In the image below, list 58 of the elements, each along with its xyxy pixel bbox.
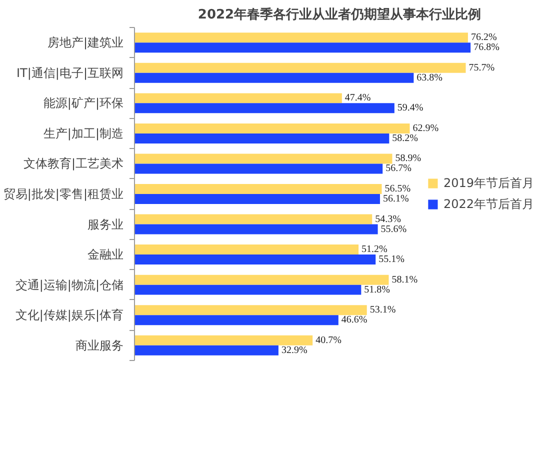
y-tick-label: 生产|加工|制造 [43,126,124,140]
data-label: 51.2% [362,244,388,256]
bar [134,72,414,83]
data-label: 56.5% [384,184,411,195]
y-tick-label: 商业服务 [76,338,124,352]
data-label: 47.4% [344,92,371,104]
bar [134,315,338,326]
bar [134,184,382,194]
y-tick-label: 贸易|批发|零售|租赁业 [3,187,124,201]
data-label: 75.7% [468,62,495,74]
bar [134,133,390,144]
y-tick-label: 能源|矿产|环保 [43,96,124,110]
bar [134,254,376,265]
bar [134,42,471,53]
legend-label: 2019年节后首月 [443,174,534,192]
data-label: 58.9% [395,153,422,164]
bar [134,123,410,134]
bar [134,224,378,234]
bar [134,345,278,356]
y-tick-label: 交通|运输|物流|仓储 [15,278,124,292]
legend-label: 2022年节后首月 [443,196,534,212]
data-label: 55.6% [380,224,407,235]
data-label: 58.2% [392,132,418,144]
data-label: 59.4% [397,102,424,114]
data-label: 32.9% [281,344,308,356]
y-tick-label: IT|通信|电子|互联网 [16,66,124,80]
bar [134,305,367,316]
data-label: 56.1% [382,193,409,204]
data-label: 76.8% [474,42,500,54]
bar [134,154,392,164]
y-tick-label: 金融业 [88,248,124,262]
data-label: 54.3% [375,214,401,225]
data-label: 55.1% [378,254,404,266]
data-label: 58.1% [392,274,418,286]
data-label: 40.7% [316,334,342,346]
data-label: 76.2% [470,32,497,44]
bar [134,335,313,346]
chart-title: 2022年春季各行业从业者仍期望从事本行业比例 [198,6,482,22]
bar [134,194,380,204]
y-tick-label: 文体教育|工艺美术 [23,156,124,171]
y-tick-label: 房地产|建筑业 [47,36,124,50]
data-label: 62.9% [412,122,439,134]
data-label: 46.6% [341,314,368,326]
bar [134,93,342,104]
bar [134,62,466,73]
bar [134,244,359,255]
y-tick-label: 文化|传媒|娱乐|体育 [15,308,124,322]
bar [134,164,383,174]
bar [134,274,389,285]
bar [134,284,362,295]
data-label: 51.8% [364,284,390,296]
bar [134,32,468,43]
data-label: 63.8% [416,72,443,84]
bar [134,103,394,114]
data-label: 56.7% [386,163,412,174]
bar [134,214,372,224]
y-tick-label: 服务业 [88,217,124,232]
data-label: 53.1% [370,304,396,316]
